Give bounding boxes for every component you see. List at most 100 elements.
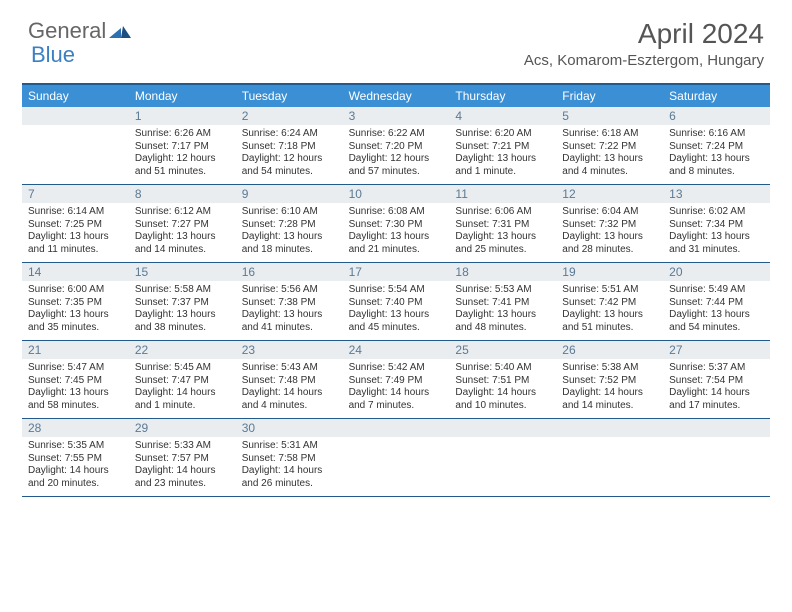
daylight-text: Daylight: 12 hours and 54 minutes. (242, 153, 337, 178)
sunrise-text: Sunrise: 6:02 AM (669, 206, 764, 219)
sunrise-text: Sunrise: 5:51 AM (562, 284, 657, 297)
day-number: 25 (449, 341, 556, 359)
sunrise-text: Sunrise: 5:35 AM (28, 440, 123, 453)
day-cell (556, 419, 663, 496)
day-cell: 26Sunrise: 5:38 AMSunset: 7:52 PMDayligh… (556, 341, 663, 418)
day-body: Sunrise: 6:18 AMSunset: 7:22 PMDaylight:… (556, 125, 663, 184)
logo-mark-icon (109, 18, 131, 44)
dow-friday: Friday (556, 85, 663, 107)
sunrise-text: Sunrise: 5:54 AM (349, 284, 444, 297)
day-number: 12 (556, 185, 663, 203)
day-body: Sunrise: 6:00 AMSunset: 7:35 PMDaylight:… (22, 281, 129, 340)
sunrise-text: Sunrise: 5:45 AM (135, 362, 230, 375)
day-body: Sunrise: 5:33 AMSunset: 7:57 PMDaylight:… (129, 437, 236, 496)
day-body: Sunrise: 5:31 AMSunset: 7:58 PMDaylight:… (236, 437, 343, 496)
day-body: Sunrise: 5:37 AMSunset: 7:54 PMDaylight:… (663, 359, 770, 418)
day-cell: 17Sunrise: 5:54 AMSunset: 7:40 PMDayligh… (343, 263, 450, 340)
sunrise-text: Sunrise: 5:42 AM (349, 362, 444, 375)
day-body: Sunrise: 6:08 AMSunset: 7:30 PMDaylight:… (343, 203, 450, 262)
day-cell: 18Sunrise: 5:53 AMSunset: 7:41 PMDayligh… (449, 263, 556, 340)
sunset-text: Sunset: 7:25 PM (28, 219, 123, 232)
day-number: 22 (129, 341, 236, 359)
day-cell: 23Sunrise: 5:43 AMSunset: 7:48 PMDayligh… (236, 341, 343, 418)
day-cell: 29Sunrise: 5:33 AMSunset: 7:57 PMDayligh… (129, 419, 236, 496)
sunrise-text: Sunrise: 6:10 AM (242, 206, 337, 219)
day-number: 1 (129, 107, 236, 125)
dow-tuesday: Tuesday (236, 85, 343, 107)
daylight-text: Daylight: 13 hours and 28 minutes. (562, 231, 657, 256)
weeks-container: 1Sunrise: 6:26 AMSunset: 7:17 PMDaylight… (22, 107, 770, 497)
daylight-text: Daylight: 12 hours and 57 minutes. (349, 153, 444, 178)
day-body: Sunrise: 5:38 AMSunset: 7:52 PMDaylight:… (556, 359, 663, 418)
day-cell (22, 107, 129, 184)
day-body: Sunrise: 6:14 AMSunset: 7:25 PMDaylight:… (22, 203, 129, 262)
sunset-text: Sunset: 7:32 PM (562, 219, 657, 232)
day-cell: 25Sunrise: 5:40 AMSunset: 7:51 PMDayligh… (449, 341, 556, 418)
daylight-text: Daylight: 14 hours and 14 minutes. (562, 387, 657, 412)
sunset-text: Sunset: 7:47 PM (135, 375, 230, 388)
day-number: 18 (449, 263, 556, 281)
logo-text-blue: Blue (31, 42, 75, 68)
day-body: Sunrise: 5:42 AMSunset: 7:49 PMDaylight:… (343, 359, 450, 418)
sunrise-text: Sunrise: 5:37 AM (669, 362, 764, 375)
daylight-text: Daylight: 14 hours and 1 minute. (135, 387, 230, 412)
sunset-text: Sunset: 7:41 PM (455, 297, 550, 310)
sunset-text: Sunset: 7:57 PM (135, 453, 230, 466)
sunrise-text: Sunrise: 6:00 AM (28, 284, 123, 297)
month-title: April 2024 (524, 18, 764, 50)
day-body: Sunrise: 5:58 AMSunset: 7:37 PMDaylight:… (129, 281, 236, 340)
daylight-text: Daylight: 13 hours and 1 minute. (455, 153, 550, 178)
location-text: Acs, Komarom-Esztergom, Hungary (524, 52, 764, 69)
day-number (663, 419, 770, 437)
day-body: Sunrise: 6:06 AMSunset: 7:31 PMDaylight:… (449, 203, 556, 262)
daylight-text: Daylight: 14 hours and 4 minutes. (242, 387, 337, 412)
sunset-text: Sunset: 7:27 PM (135, 219, 230, 232)
day-number: 3 (343, 107, 450, 125)
daylight-text: Daylight: 13 hours and 51 minutes. (562, 309, 657, 334)
day-number: 7 (22, 185, 129, 203)
day-cell (343, 419, 450, 496)
day-body (343, 437, 450, 489)
day-number: 30 (236, 419, 343, 437)
sunrise-text: Sunrise: 5:31 AM (242, 440, 337, 453)
day-number (556, 419, 663, 437)
daylight-text: Daylight: 14 hours and 7 minutes. (349, 387, 444, 412)
day-cell (449, 419, 556, 496)
day-number: 17 (343, 263, 450, 281)
day-number: 6 (663, 107, 770, 125)
day-cell: 1Sunrise: 6:26 AMSunset: 7:17 PMDaylight… (129, 107, 236, 184)
day-cell (663, 419, 770, 496)
day-body: Sunrise: 5:54 AMSunset: 7:40 PMDaylight:… (343, 281, 450, 340)
sunset-text: Sunset: 7:28 PM (242, 219, 337, 232)
title-block: April 2024 Acs, Komarom-Esztergom, Hunga… (524, 18, 764, 69)
sunrise-text: Sunrise: 6:12 AM (135, 206, 230, 219)
daylight-text: Daylight: 13 hours and 11 minutes. (28, 231, 123, 256)
daylight-text: Daylight: 13 hours and 41 minutes. (242, 309, 337, 334)
sunset-text: Sunset: 7:35 PM (28, 297, 123, 310)
sunrise-text: Sunrise: 6:14 AM (28, 206, 123, 219)
day-cell: 27Sunrise: 5:37 AMSunset: 7:54 PMDayligh… (663, 341, 770, 418)
day-body: Sunrise: 6:24 AMSunset: 7:18 PMDaylight:… (236, 125, 343, 184)
day-body: Sunrise: 6:10 AMSunset: 7:28 PMDaylight:… (236, 203, 343, 262)
daylight-text: Daylight: 13 hours and 31 minutes. (669, 231, 764, 256)
day-cell: 30Sunrise: 5:31 AMSunset: 7:58 PMDayligh… (236, 419, 343, 496)
day-body: Sunrise: 5:53 AMSunset: 7:41 PMDaylight:… (449, 281, 556, 340)
day-cell: 9Sunrise: 6:10 AMSunset: 7:28 PMDaylight… (236, 185, 343, 262)
daylight-text: Daylight: 13 hours and 54 minutes. (669, 309, 764, 334)
sunrise-text: Sunrise: 5:58 AM (135, 284, 230, 297)
day-number: 5 (556, 107, 663, 125)
sunrise-text: Sunrise: 6:24 AM (242, 128, 337, 141)
day-cell: 20Sunrise: 5:49 AMSunset: 7:44 PMDayligh… (663, 263, 770, 340)
dow-thursday: Thursday (449, 85, 556, 107)
day-body: Sunrise: 5:56 AMSunset: 7:38 PMDaylight:… (236, 281, 343, 340)
sunset-text: Sunset: 7:21 PM (455, 141, 550, 154)
dow-header-row: Sunday Monday Tuesday Wednesday Thursday… (22, 85, 770, 107)
day-body: Sunrise: 6:04 AMSunset: 7:32 PMDaylight:… (556, 203, 663, 262)
sunrise-text: Sunrise: 6:18 AM (562, 128, 657, 141)
day-body: Sunrise: 6:16 AMSunset: 7:24 PMDaylight:… (663, 125, 770, 184)
week-row: 28Sunrise: 5:35 AMSunset: 7:55 PMDayligh… (22, 419, 770, 497)
day-cell: 5Sunrise: 6:18 AMSunset: 7:22 PMDaylight… (556, 107, 663, 184)
day-cell: 10Sunrise: 6:08 AMSunset: 7:30 PMDayligh… (343, 185, 450, 262)
daylight-text: Daylight: 14 hours and 17 minutes. (669, 387, 764, 412)
day-cell: 14Sunrise: 6:00 AMSunset: 7:35 PMDayligh… (22, 263, 129, 340)
